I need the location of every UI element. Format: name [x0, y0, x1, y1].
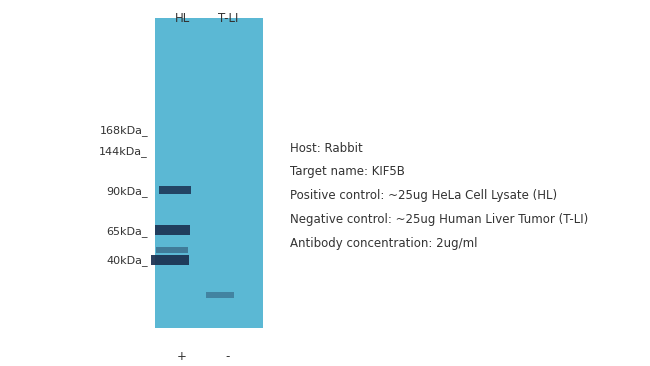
Text: 168kDa_: 168kDa_	[99, 126, 148, 137]
Text: HL: HL	[174, 12, 190, 25]
Text: 144kDa_: 144kDa_	[99, 146, 148, 157]
Bar	[159, 186, 191, 194]
Bar	[155, 225, 190, 235]
Bar	[156, 247, 188, 253]
Bar	[155, 18, 263, 328]
Text: Negative control: ~25ug Human Liver Tumor (T-LI): Negative control: ~25ug Human Liver Tumo…	[290, 213, 588, 227]
Text: Target name: KIF5B: Target name: KIF5B	[290, 165, 405, 179]
Text: +: +	[177, 350, 187, 363]
Text: -: -	[226, 350, 230, 363]
Text: 40kDa_: 40kDa_	[107, 255, 148, 266]
Text: 65kDa_: 65kDa_	[107, 227, 148, 238]
Bar	[206, 292, 234, 298]
Bar	[151, 255, 189, 265]
Text: 90kDa_: 90kDa_	[107, 187, 148, 197]
Text: Positive control: ~25ug HeLa Cell Lysate (HL): Positive control: ~25ug HeLa Cell Lysate…	[290, 190, 557, 202]
Text: Antibody concentration: 2ug/ml: Antibody concentration: 2ug/ml	[290, 238, 478, 250]
Text: T-LI: T-LI	[218, 12, 238, 25]
Text: Host: Rabbit: Host: Rabbit	[290, 142, 363, 154]
